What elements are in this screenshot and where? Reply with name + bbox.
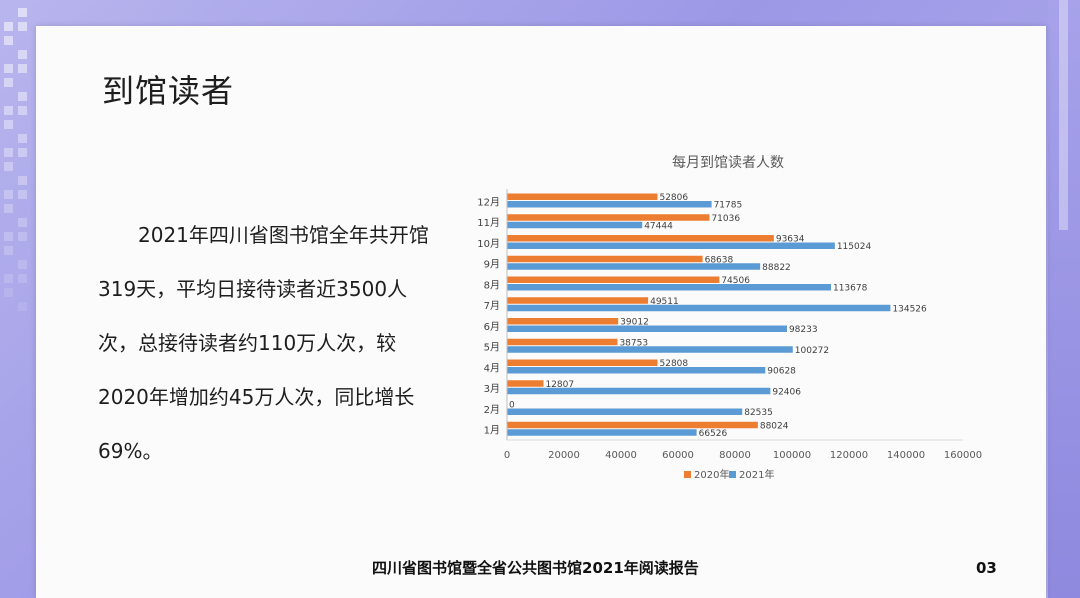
body-paragraph: 2021年四川省图书馆全年共开馆319天，平均日接待读者近3500人次，总接待读… [98,223,429,463]
bar-2021 [507,429,697,436]
legend-entry: 2020年 [694,468,729,481]
bar-2020 [507,297,649,304]
data-label: 98233 [789,325,818,335]
data-label: 82535 [744,408,773,418]
bar-2021 [507,346,793,353]
data-label: 88024 [760,421,789,431]
decorative-squares [0,0,36,598]
data-label: 68638 [705,255,734,265]
bar-2020 [507,359,658,366]
slide-panel: 到馆读者 2021年四川省图书馆全年共开馆319天，平均日接待读者近3500人次… [36,26,1046,598]
bar-2021 [507,201,712,208]
data-label: 71036 [711,214,740,224]
bar-2021 [507,284,831,291]
data-label: 115024 [837,242,872,252]
data-label: 38753 [619,338,648,348]
page-number: 03 [976,559,997,577]
category-label: 6月 [484,321,500,333]
data-label: 52808 [660,359,689,369]
data-label: 93634 [776,235,805,245]
bar-2021 [507,387,771,395]
legend-entry: 2021年 [739,468,774,481]
decorative-right-band [1048,0,1080,598]
category-label: 1月 [484,425,500,437]
bar-2021 [507,408,743,415]
bar-2021 [507,325,787,332]
bar-2020 [507,235,774,242]
category-label: 11月 [477,217,500,229]
bar-2020 [507,214,710,221]
bar-2020 [507,318,619,325]
slide-title: 到馆读者 [102,72,235,110]
bar-2021 [507,304,891,312]
bar-2020 [507,255,703,263]
category-label: 10月 [477,238,500,250]
category-label: 8月 [484,279,500,291]
data-label: 0 [509,401,515,411]
data-label: 39012 [620,318,649,328]
category-label: 5月 [484,342,500,354]
legend-swatch [729,471,736,478]
bar-2020 [507,421,758,429]
chart-title: 每月到馆读者人数 [672,154,784,171]
category-label: 7月 [484,300,500,312]
bar-2021 [507,242,835,249]
category-label: 2月 [484,404,500,416]
x-tick-label: 60000 [662,450,694,461]
category-label: 4月 [484,362,500,374]
data-label: 113678 [833,284,868,294]
data-label: 92406 [772,387,801,397]
data-label: 90628 [767,367,796,377]
x-tick-label: 20000 [548,450,580,461]
category-label: 3月 [484,383,500,395]
bar-2020 [507,276,720,283]
x-tick-label: 0 [504,450,510,461]
bar-2020 [507,338,618,346]
bar-2021 [507,221,643,229]
category-label: 9月 [484,259,500,271]
x-tick-label: 120000 [830,450,868,461]
data-label: 74506 [721,276,750,286]
data-label: 71785 [714,201,743,211]
bar-2021 [507,263,761,270]
data-label: 134526 [892,304,927,314]
x-tick-label: 140000 [887,450,925,461]
data-label: 52806 [659,193,688,203]
data-label: 12807 [545,380,574,390]
data-label: 100272 [795,346,829,356]
x-tick-label: 40000 [605,450,637,461]
data-label: 49511 [650,297,679,307]
data-label: 66526 [699,429,728,439]
x-tick-label: 80000 [719,450,751,461]
bar-2020 [507,380,544,387]
bar-2020 [507,193,658,200]
category-label: 12月 [477,196,500,208]
data-label: 88822 [762,263,791,273]
bar-2021 [507,367,766,374]
data-label: 47444 [644,221,673,231]
x-tick-label: 100000 [773,450,811,461]
x-tick-label: 160000 [944,450,982,461]
footer-title: 四川省图书馆暨全省公共图书馆2021年阅读报告 [372,559,699,577]
legend-swatch [684,471,691,478]
